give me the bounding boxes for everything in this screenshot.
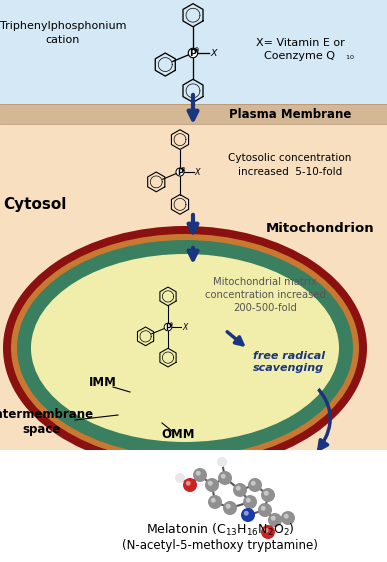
Text: Plasma Membrane: Plasma Membrane: [229, 107, 351, 120]
Circle shape: [264, 491, 269, 496]
Circle shape: [211, 498, 216, 502]
Bar: [0, 104, 387, 124]
Circle shape: [186, 481, 191, 486]
Circle shape: [241, 508, 255, 522]
Text: Coenzyme Q: Coenzyme Q: [264, 51, 336, 61]
Text: free radical
scavenging: free radical scavenging: [253, 351, 325, 373]
Text: $_{10}$: $_{10}$: [345, 52, 355, 61]
Circle shape: [246, 498, 251, 502]
Circle shape: [271, 516, 276, 521]
Circle shape: [281, 511, 295, 525]
Bar: [0, 0, 387, 108]
Ellipse shape: [11, 234, 359, 462]
Text: X: X: [210, 49, 217, 58]
Text: IMM: IMM: [89, 377, 117, 389]
Ellipse shape: [35, 258, 335, 438]
Circle shape: [236, 486, 241, 491]
Circle shape: [183, 478, 197, 492]
Text: Cytosol: Cytosol: [3, 197, 67, 212]
Circle shape: [176, 168, 184, 176]
Polygon shape: [120, 288, 172, 302]
Polygon shape: [200, 288, 252, 302]
Circle shape: [243, 495, 257, 509]
Text: X: X: [182, 323, 187, 332]
Circle shape: [264, 528, 269, 533]
Circle shape: [248, 478, 262, 492]
Text: Triphenylphosphonium
cation: Triphenylphosphonium cation: [0, 21, 126, 44]
Circle shape: [261, 525, 275, 539]
Polygon shape: [192, 378, 252, 408]
Polygon shape: [192, 330, 252, 360]
Text: P: P: [177, 168, 183, 177]
Polygon shape: [192, 280, 252, 310]
Text: ⊕: ⊕: [193, 47, 199, 53]
Bar: [0, 450, 387, 562]
FancyArrowPatch shape: [305, 377, 330, 450]
Text: X: X: [195, 168, 200, 177]
Circle shape: [268, 513, 282, 527]
Text: (N-acetyl-5-methoxy tryptamine): (N-acetyl-5-methoxy tryptamine): [122, 540, 318, 552]
Circle shape: [196, 471, 201, 475]
Circle shape: [261, 488, 275, 502]
Text: Mitochondrial matrix
concentration increased
200-500-fold: Mitochondrial matrix concentration incre…: [205, 277, 325, 313]
Circle shape: [217, 457, 227, 467]
Polygon shape: [120, 330, 180, 360]
Circle shape: [175, 473, 185, 483]
Circle shape: [221, 474, 226, 479]
Text: P: P: [190, 49, 197, 58]
Circle shape: [205, 478, 219, 492]
Circle shape: [188, 48, 198, 58]
Ellipse shape: [3, 226, 367, 470]
Polygon shape: [120, 386, 172, 401]
Text: Mitochondrion: Mitochondrion: [266, 221, 374, 234]
Polygon shape: [120, 280, 180, 310]
Text: ⊕: ⊕: [180, 167, 185, 172]
Circle shape: [244, 511, 249, 516]
Text: OMM: OMM: [161, 428, 195, 442]
Ellipse shape: [31, 254, 339, 442]
Polygon shape: [200, 338, 252, 352]
Text: X= Vitamin E or: X= Vitamin E or: [256, 38, 344, 48]
Text: Melatonin (C$_{13}$H$_{16}$N$_2$O$_2$): Melatonin (C$_{13}$H$_{16}$N$_2$O$_2$): [146, 522, 295, 538]
Polygon shape: [120, 338, 172, 352]
Circle shape: [208, 481, 213, 486]
Text: Cytosolic concentration
increased  5-10-fold: Cytosolic concentration increased 5-10-f…: [228, 153, 352, 176]
Polygon shape: [200, 386, 252, 401]
Circle shape: [208, 495, 222, 509]
Circle shape: [233, 483, 247, 497]
Ellipse shape: [17, 240, 353, 456]
Circle shape: [261, 506, 266, 511]
Circle shape: [223, 501, 237, 515]
Polygon shape: [120, 378, 180, 408]
Bar: [0, 108, 387, 562]
Text: P: P: [165, 323, 171, 332]
Circle shape: [226, 504, 231, 509]
Circle shape: [251, 481, 256, 486]
Circle shape: [164, 323, 172, 331]
Circle shape: [258, 503, 272, 517]
Circle shape: [218, 471, 232, 485]
Text: ⊕: ⊕: [168, 322, 173, 327]
Text: Intermembrane
space: Intermembrane space: [0, 407, 94, 437]
Circle shape: [284, 514, 289, 519]
Circle shape: [193, 468, 207, 482]
